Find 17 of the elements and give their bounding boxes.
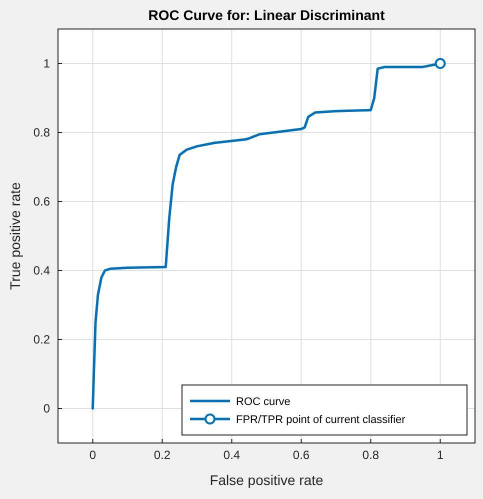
y-tick-label: 1 — [43, 56, 50, 70]
y-tick-label: 0.2 — [33, 332, 50, 346]
y-tick-label: 0.6 — [33, 194, 50, 208]
x-tick-label: 0.4 — [223, 448, 240, 462]
y-tick-label: 0.4 — [33, 264, 50, 278]
y-tick-label: 0.8 — [33, 126, 50, 140]
legend-label: FPR/TPR point of current classifier — [236, 414, 406, 426]
x-axis-title: False positive rate — [210, 472, 324, 488]
y-tick-label: 0 — [43, 402, 50, 416]
x-tick-label: 0.6 — [292, 448, 310, 462]
legend-label: ROC curve — [236, 396, 290, 408]
x-tick-label: 0.8 — [362, 448, 380, 462]
x-tick-label: 1 — [436, 448, 444, 462]
y-axis-title: True positive rate — [7, 182, 23, 290]
chart-title: ROC Curve for: Linear Discriminant — [148, 7, 386, 23]
x-tick-label: 0.2 — [154, 448, 171, 462]
x-tick-label: 0 — [89, 448, 96, 462]
